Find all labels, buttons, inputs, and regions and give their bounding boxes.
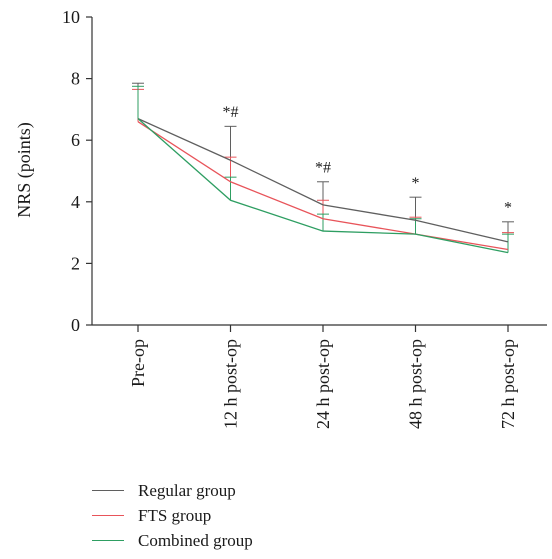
- legend-swatch: [92, 540, 124, 541]
- series-lines: [137, 118, 509, 254]
- significance-marker: *: [412, 175, 420, 192]
- significance-marker: *: [504, 200, 512, 217]
- legend-item: Combined group: [92, 528, 253, 553]
- x-tick-label: 48 h post-op: [406, 339, 426, 429]
- legend-item: FTS group: [92, 503, 253, 528]
- legend-label: FTS group: [138, 505, 212, 525]
- error-bars: [132, 82, 514, 253]
- significance-annotations: *# *# * *: [223, 104, 513, 216]
- legend-item: Regular group: [92, 478, 253, 503]
- y-axis-label: NRS (points): [14, 122, 35, 218]
- y-tick-label: 8: [71, 69, 80, 89]
- x-tick-label: Pre-op: [128, 339, 148, 387]
- significance-marker: *#: [223, 104, 239, 121]
- legend-swatch: [92, 490, 124, 491]
- y-tick-label: 4: [71, 192, 80, 212]
- x-tick-label: 72 h post-op: [498, 339, 518, 429]
- x-tick-label: 24 h post-op: [313, 339, 333, 429]
- x-axis: Pre-op 12 h post-op 24 h post-op 48 h post-…: [92, 324, 547, 429]
- y-tick-label: 10: [62, 7, 80, 27]
- series-line: [137, 118, 509, 254]
- line-chart: 0 2 4 6 8 10 Pre-op 12 h post-op 24 h post-op 48…: [14, 7, 547, 429]
- legend-label: Combined group: [138, 530, 253, 550]
- series-line: [137, 118, 509, 243]
- legend: Regular group FTS group Combined group: [92, 478, 253, 553]
- legend-label: Regular group: [138, 480, 236, 500]
- y-tick-label: 2: [71, 253, 80, 273]
- y-axis: 0 2 4 6 8 10: [62, 7, 93, 335]
- significance-marker: *#: [315, 160, 331, 177]
- legend-swatch: [92, 515, 124, 516]
- x-tick-label: 12 h post-op: [221, 339, 241, 429]
- y-tick-label: 0: [71, 315, 80, 335]
- series-line: [137, 121, 509, 251]
- y-tick-label: 6: [71, 130, 80, 150]
